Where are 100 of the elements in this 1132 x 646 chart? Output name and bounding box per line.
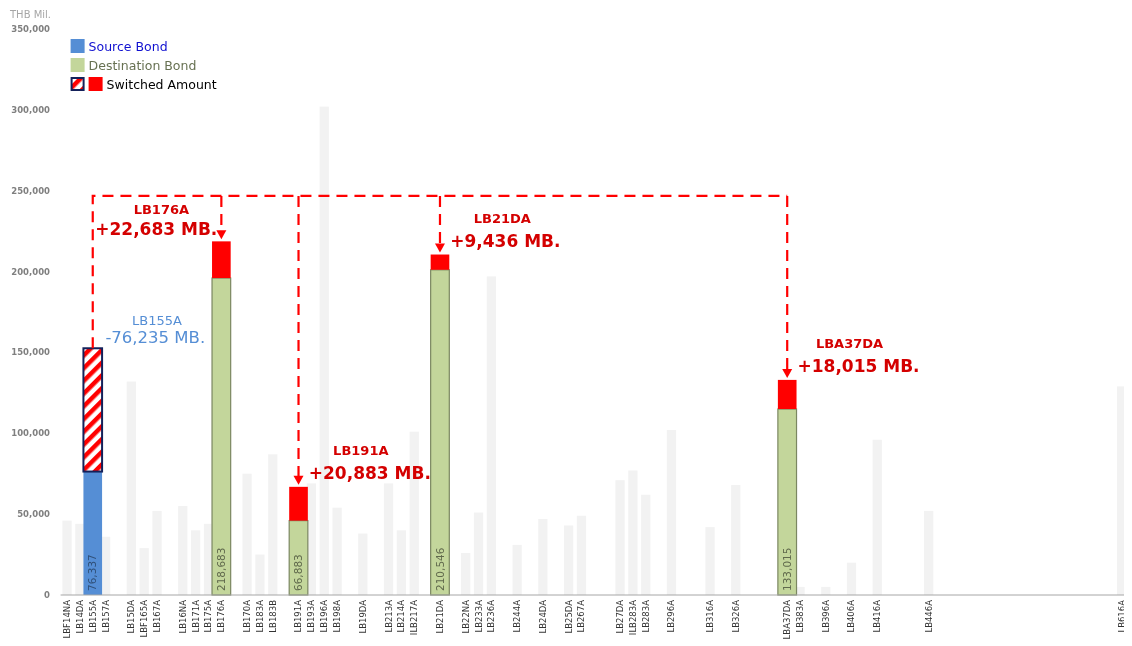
x-tick-label: LB213A xyxy=(383,599,394,633)
y-axis-title: THB Mil. xyxy=(9,9,52,20)
x-tick-label: LBF165A xyxy=(139,599,150,638)
x-tick-label: LB21DA xyxy=(434,599,445,634)
bar xyxy=(126,381,136,595)
x-tick-label: LB283A xyxy=(640,599,651,633)
x-tick-label: LB244A xyxy=(512,599,523,633)
bar xyxy=(563,525,574,595)
y-tick-label: 250,000 xyxy=(11,185,51,196)
bar xyxy=(255,554,265,595)
bar xyxy=(242,473,252,595)
x-tick-label: LB316A xyxy=(705,599,716,633)
bar xyxy=(512,544,522,595)
x-tick-label: LB416A xyxy=(872,599,883,633)
bar xyxy=(191,530,201,595)
annotation: +20,883 MB. xyxy=(308,462,431,483)
legend-label: Switched Amount xyxy=(106,76,217,92)
total-label: 66,883 xyxy=(292,554,305,591)
bar xyxy=(486,276,497,595)
total-label: 218,683 xyxy=(215,547,228,591)
x-tick-label: LB157A xyxy=(100,599,111,633)
y-tick-label: 300,000 xyxy=(11,104,51,115)
bar xyxy=(872,439,882,595)
x-tick-label: LB25DA xyxy=(563,599,574,634)
bar xyxy=(576,515,587,595)
x-tick-label: LB19DA xyxy=(357,599,368,634)
x-tick-label: LBF14NA xyxy=(62,599,73,639)
x-tick-label: LB396A xyxy=(820,599,831,633)
annotation: LB21DA xyxy=(473,210,531,226)
annotation: LB191A xyxy=(333,442,389,458)
x-tick-label: LB383A xyxy=(795,599,806,633)
bar xyxy=(846,562,857,595)
x-tick-label: LB236A xyxy=(486,599,497,633)
x-tick-label: LB616A xyxy=(1116,599,1127,633)
y-tick-label: 150,000 xyxy=(11,347,51,358)
total-label: 133,015 xyxy=(780,547,793,591)
bar xyxy=(777,408,798,596)
bar xyxy=(178,506,188,595)
x-tick-label: LB183A xyxy=(254,599,265,633)
bar xyxy=(473,512,484,595)
x-tick-label: LB196A xyxy=(319,599,330,633)
legend-label: Destination Bond xyxy=(88,57,197,73)
y-tick-label: 0 xyxy=(44,589,51,600)
bar xyxy=(628,470,638,595)
bar xyxy=(211,277,232,596)
x-tick-label: LB170A xyxy=(242,599,253,633)
bar xyxy=(1116,386,1124,595)
bar xyxy=(396,530,407,595)
y-tick-label: 50,000 xyxy=(17,509,51,520)
bar xyxy=(62,520,72,595)
bar xyxy=(924,510,934,595)
x-tick-label: LB446A xyxy=(923,599,934,633)
x-tick-label: LB214A xyxy=(396,599,407,633)
y-tick-label: 350,000 xyxy=(11,23,51,34)
bar xyxy=(666,430,677,595)
bar xyxy=(641,494,651,595)
annotation: +22,683 MB. xyxy=(95,219,218,240)
legend-label: Source Bond xyxy=(88,38,168,54)
x-tick-label: LB191A xyxy=(293,599,304,633)
x-tick-label: LB22NA xyxy=(460,599,471,634)
data-label: 76,337 xyxy=(86,554,99,591)
x-tick-label: LB198A xyxy=(332,599,343,633)
x-tick-label: ILB283A xyxy=(627,599,638,636)
y-tick-label: 100,000 xyxy=(11,428,51,439)
x-tick-label: LB233A xyxy=(473,599,484,633)
bar xyxy=(430,269,450,596)
x-tick-label: ILB217A xyxy=(409,599,420,636)
x-tick-label: LB296A xyxy=(666,599,677,633)
annotation: -76,235 MB. xyxy=(105,328,206,348)
annotation: LB155A xyxy=(132,313,183,329)
bar xyxy=(152,510,162,595)
x-tick-label: LBA37DA xyxy=(782,599,793,640)
bar xyxy=(731,485,741,595)
x-tick-label: LB267A xyxy=(576,599,587,633)
bar xyxy=(332,507,342,595)
annotation: LB176A xyxy=(133,202,190,218)
x-tick-label: LB16NA xyxy=(177,599,188,634)
annotation: LBA37DA xyxy=(815,335,884,351)
annotation: +18,015 MB. xyxy=(797,355,920,376)
x-tick-label: LB155A xyxy=(87,599,98,633)
x-tick-label: LB167A xyxy=(152,599,163,633)
x-tick-label: LB176A xyxy=(216,599,227,633)
bar xyxy=(705,527,715,595)
x-tick-label: LB326A xyxy=(730,599,741,633)
x-tick-label: LB24DA xyxy=(537,599,548,634)
bar xyxy=(538,518,548,595)
annotation: +9,436 MB. xyxy=(450,230,561,251)
x-tick-label: LB175A xyxy=(203,599,214,633)
bar xyxy=(383,483,394,595)
y-tick-label: 200,000 xyxy=(11,266,51,277)
bar xyxy=(268,454,278,595)
x-tick-label: LB183B xyxy=(267,599,278,633)
x-tick-label: LB171A xyxy=(190,599,201,633)
bar xyxy=(615,480,625,595)
total-label: 210,546 xyxy=(433,547,446,591)
x-tick-label: LB406A xyxy=(846,599,857,633)
x-tick-label: LB15DA xyxy=(126,599,137,634)
bar xyxy=(139,548,149,595)
x-tick-label: LB193A xyxy=(306,599,317,633)
x-tick-label: LB14DA xyxy=(74,599,85,634)
